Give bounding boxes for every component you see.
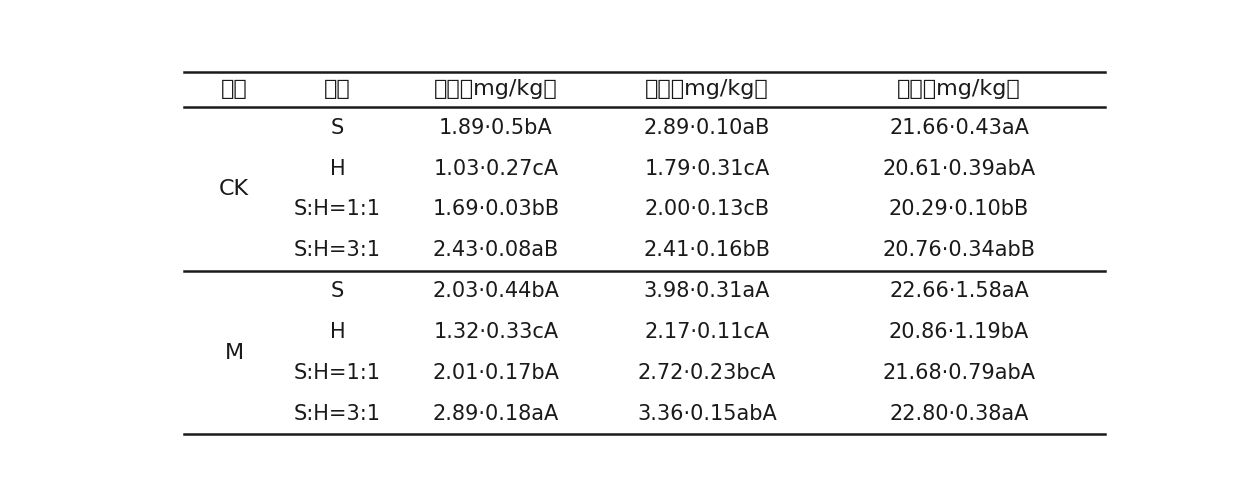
Text: 20.61·0.39abA: 20.61·0.39abA <box>882 159 1036 178</box>
Text: 全氮（mg/kg）: 全氮（mg/kg） <box>434 80 558 100</box>
Text: 20.76·0.34abB: 20.76·0.34abB <box>882 240 1036 261</box>
Text: 2.89·0.18aA: 2.89·0.18aA <box>432 404 559 424</box>
Text: 21.66·0.43aA: 21.66·0.43aA <box>890 118 1030 138</box>
Text: 1.89·0.5bA: 1.89·0.5bA <box>439 118 553 138</box>
Text: 1.32·0.33cA: 1.32·0.33cA <box>434 322 559 342</box>
Text: 3.36·0.15abA: 3.36·0.15abA <box>637 404 777 424</box>
Text: 20.86·1.19bA: 20.86·1.19bA <box>888 322 1030 342</box>
Text: 20.29·0.10bB: 20.29·0.10bB <box>888 199 1030 219</box>
Text: S:H=3:1: S:H=3:1 <box>294 240 380 261</box>
Text: H: H <box>330 159 346 178</box>
Text: 1.69·0.03bB: 1.69·0.03bB <box>432 199 559 219</box>
Text: H: H <box>330 322 346 342</box>
Text: 2.43·0.08aB: 2.43·0.08aB <box>432 240 559 261</box>
Text: 处理: 处理 <box>221 80 248 100</box>
Text: S:H=1:1: S:H=1:1 <box>294 363 380 383</box>
Text: M: M <box>224 343 244 363</box>
Text: 2.01·0.17bA: 2.01·0.17bA <box>432 363 559 383</box>
Text: 全磷（mg/kg）: 全磷（mg/kg） <box>646 80 769 100</box>
Text: 22.66·1.58aA: 22.66·1.58aA <box>890 281 1028 301</box>
Text: CK: CK <box>219 179 249 199</box>
Text: 2.72·0.23bcA: 2.72·0.23bcA <box>638 363 776 383</box>
Text: 1.03·0.27cA: 1.03·0.27cA <box>434 159 559 178</box>
Text: S:H=1:1: S:H=1:1 <box>294 199 380 219</box>
Text: 2.03·0.44bA: 2.03·0.44bA <box>432 281 559 301</box>
Text: 全钾（mg/kg）: 全钾（mg/kg） <box>897 80 1021 100</box>
Text: 1.79·0.31cA: 1.79·0.31cA <box>644 159 769 178</box>
Text: 2.17·0.11cA: 2.17·0.11cA <box>644 322 769 342</box>
Text: 21.68·0.79abA: 21.68·0.79abA <box>882 363 1036 383</box>
Text: S: S <box>331 118 344 138</box>
Text: 2.41·0.16bB: 2.41·0.16bB <box>643 240 771 261</box>
Text: 基质: 基质 <box>323 80 351 100</box>
Text: 2.89·0.10aB: 2.89·0.10aB <box>644 118 771 138</box>
Text: S: S <box>331 281 344 301</box>
Text: 3.98·0.31aA: 3.98·0.31aA <box>644 281 771 301</box>
Text: S:H=3:1: S:H=3:1 <box>294 404 380 424</box>
Text: 22.80·0.38aA: 22.80·0.38aA <box>890 404 1028 424</box>
Text: 2.00·0.13cB: 2.00·0.13cB <box>644 199 769 219</box>
